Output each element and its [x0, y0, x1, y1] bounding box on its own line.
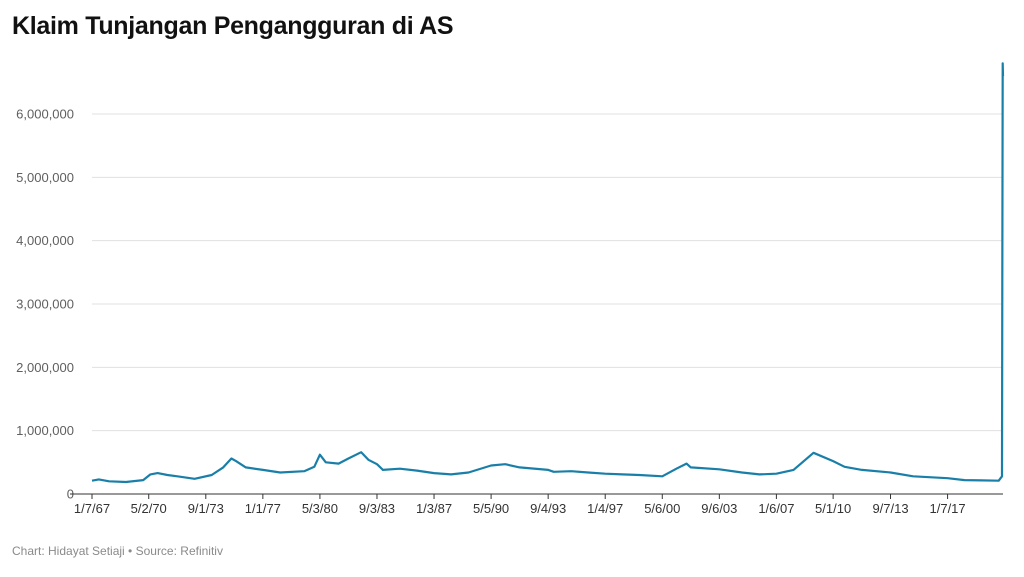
x-tick-label: 9/7/13	[872, 501, 908, 516]
x-tick-label: 5/1/10	[815, 501, 851, 516]
y-axis-ticks: 01,000,0002,000,0003,000,0004,000,0005,0…	[16, 107, 74, 502]
x-tick-label: 5/6/00	[644, 501, 680, 516]
x-tick-label: 1/3/87	[416, 501, 452, 516]
x-tick-label: 1/1/77	[245, 501, 281, 516]
x-tick-label: 1/7/67	[74, 501, 110, 516]
x-tick-label: 9/3/83	[359, 501, 395, 516]
x-tick-label: 1/4/97	[587, 501, 623, 516]
x-axis-ticks: 1/7/67 5/2/70 9/1/73 1/1/77 5/3/80 9/3/83 1/3/…	[74, 494, 966, 516]
gridlines	[92, 113, 1003, 432]
y-tick-label: 3,000,000	[16, 297, 74, 312]
y-tick-label: 1,000,000	[16, 423, 74, 438]
x-tick-label: 1/6/07	[758, 501, 794, 516]
y-tick-label: 4,000,000	[16, 233, 74, 248]
x-tick-label: 5/5/90	[473, 501, 509, 516]
chart-credit: Chart: Hidayat Setiaji • Source: Refinit…	[12, 544, 223, 558]
x-tick-label: 1/7/17	[930, 501, 966, 516]
x-tick-label: 9/1/73	[188, 501, 224, 516]
x-tick-label: 9/4/93	[530, 501, 566, 516]
y-tick-label: 2,000,000	[16, 360, 74, 375]
x-tick-label: 9/6/03	[701, 501, 737, 516]
x-tick-label: 5/3/80	[302, 501, 338, 516]
series-line	[91, 62, 1005, 484]
y-tick-label: 6,000,000	[16, 107, 74, 122]
y-tick-label: 5,000,000	[16, 170, 74, 185]
chart-title: Klaim Tunjangan Pengangguran di AS	[12, 12, 454, 40]
x-tick-label: 5/2/70	[131, 501, 167, 516]
